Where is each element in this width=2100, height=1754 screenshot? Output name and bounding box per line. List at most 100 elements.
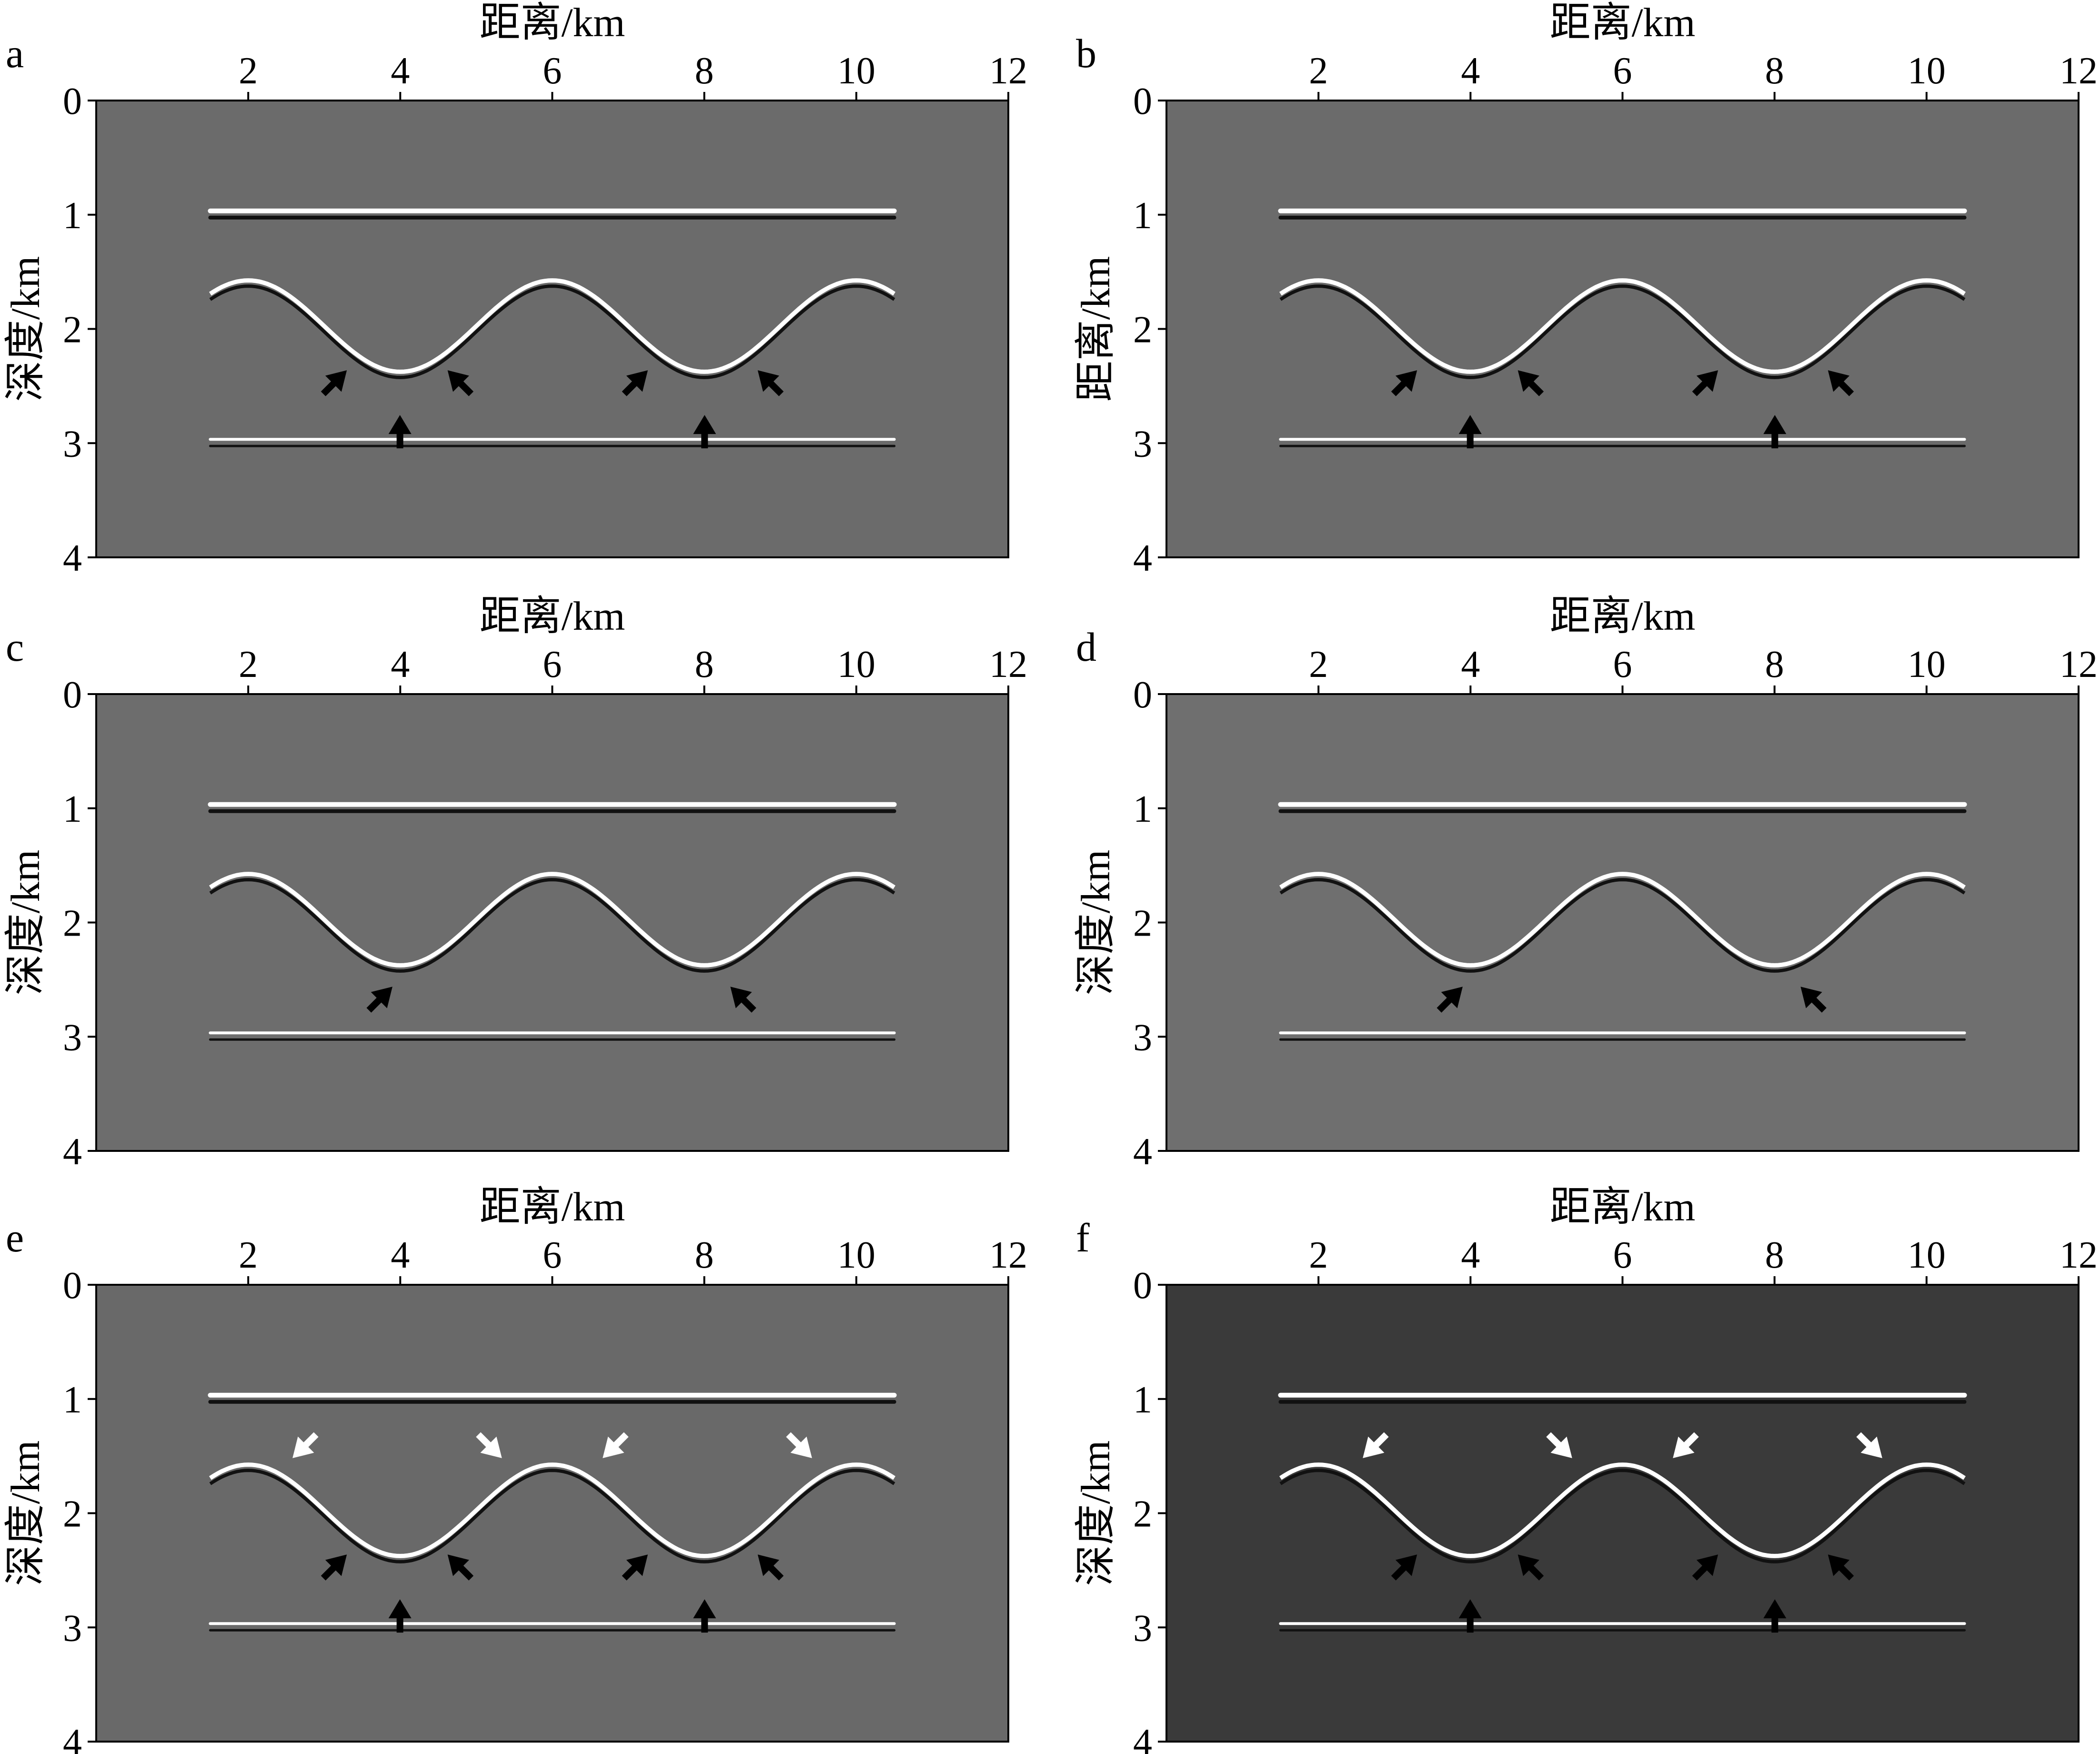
x-tick-label: 10 — [1908, 1234, 1946, 1276]
x-tick-label: 6 — [543, 50, 562, 92]
arrow — [740, 996, 756, 1013]
x-tick-label: 4 — [391, 50, 410, 92]
arrow — [1763, 415, 1787, 434]
arrow — [1810, 996, 1827, 1013]
reflector — [1279, 1462, 1966, 1558]
arrow — [1437, 996, 1454, 1013]
y-tick-label: 2 — [1133, 903, 1152, 945]
arrow — [1860, 1436, 1882, 1458]
arrow — [757, 1554, 780, 1576]
x-axis-label: 距离/km — [480, 1184, 625, 1230]
x-tick-label: 2 — [239, 1234, 258, 1276]
arrow — [1800, 987, 1822, 1008]
arrow — [325, 370, 347, 392]
y-tick-label: 1 — [63, 1379, 82, 1421]
x-axis-label: 距离/km — [480, 0, 625, 45]
x-tick-label: 4 — [1461, 1234, 1480, 1276]
arrow — [1828, 1554, 1850, 1576]
y-tick-label: 1 — [1133, 1379, 1152, 1421]
arrow — [1692, 380, 1709, 396]
arrow — [476, 1432, 492, 1449]
reflector — [209, 878, 895, 973]
image-background — [1166, 1284, 2080, 1743]
y-tick-label: 3 — [1133, 423, 1152, 465]
arrow — [1550, 1436, 1572, 1458]
x-axis-label: 距离/km — [1550, 593, 1696, 639]
x-tick-label: 12 — [2060, 644, 2098, 685]
x-tick-label: 12 — [2060, 1234, 2098, 1276]
arrow — [1696, 370, 1718, 392]
arrow — [1837, 380, 1854, 396]
y-tick-label: 4 — [1133, 537, 1152, 579]
y-axis-label: 深度/km — [1073, 1441, 1118, 1586]
arrow — [1527, 380, 1544, 396]
arrow — [622, 1564, 639, 1581]
y-tick-label: 2 — [1133, 1493, 1152, 1535]
arrow — [301, 1432, 319, 1449]
x-axis-label: 距离/km — [1550, 1184, 1696, 1230]
arrow — [790, 1436, 812, 1458]
y-axis-label: 深度/km — [2, 1441, 48, 1586]
arrow — [693, 415, 716, 434]
y-tick-label: 0 — [1133, 674, 1152, 716]
arrow — [1441, 987, 1463, 1008]
x-tick-label: 4 — [391, 644, 410, 685]
y-tick-label: 0 — [1133, 1265, 1152, 1307]
y-tick-label: 3 — [63, 1607, 82, 1649]
arrow — [1696, 1554, 1718, 1576]
y-tick-label: 1 — [63, 195, 82, 237]
reflector — [209, 1469, 895, 1563]
x-tick-label: 10 — [837, 50, 875, 92]
x-tick-label: 8 — [695, 644, 714, 685]
arrow — [457, 1564, 474, 1581]
y-tick-label: 1 — [1133, 788, 1152, 830]
x-axis-label: 距离/km — [1550, 0, 1696, 45]
y-tick-label: 0 — [63, 1265, 82, 1307]
arrow — [603, 1436, 624, 1458]
image-background — [1166, 100, 2080, 558]
y-axis-label: 深度/km — [2, 850, 48, 996]
arrow — [1363, 1436, 1385, 1458]
arrow — [767, 380, 784, 396]
x-tick-label: 12 — [989, 1234, 1027, 1276]
arrow — [1673, 1436, 1695, 1458]
arrow — [612, 1432, 629, 1449]
x-tick-label: 6 — [1613, 1234, 1632, 1276]
y-tick-label: 2 — [63, 1493, 82, 1535]
y-axis-label: 深度/km — [1073, 850, 1118, 996]
reflector — [1279, 278, 1966, 374]
arrow — [325, 1554, 347, 1576]
x-tick-label: 12 — [2060, 50, 2098, 92]
arrow — [371, 987, 392, 1008]
y-tick-label: 2 — [63, 309, 82, 351]
arrow — [447, 370, 469, 392]
x-tick-label: 6 — [543, 644, 562, 685]
y-tick-label: 4 — [1133, 1722, 1152, 1754]
arrow — [1856, 1432, 1873, 1449]
arrow — [757, 370, 780, 392]
arrow — [1391, 1564, 1408, 1581]
arrow — [1692, 1564, 1709, 1581]
panel-label: c — [6, 624, 24, 670]
x-tick-label: 12 — [989, 644, 1027, 685]
arrow — [1682, 1432, 1699, 1449]
arrow — [786, 1432, 803, 1449]
arrow — [321, 380, 338, 396]
arrow — [480, 1436, 502, 1458]
arrow — [1458, 415, 1482, 434]
y-tick-label: 4 — [63, 1131, 82, 1173]
arrow — [626, 370, 648, 392]
panel-label: b — [1076, 30, 1096, 76]
x-tick-label: 8 — [695, 50, 714, 92]
x-tick-label: 2 — [1309, 50, 1328, 92]
arrow — [1837, 1564, 1854, 1581]
x-tick-label: 2 — [239, 50, 258, 92]
x-tick-label: 4 — [391, 1234, 410, 1276]
arrow — [457, 380, 474, 396]
